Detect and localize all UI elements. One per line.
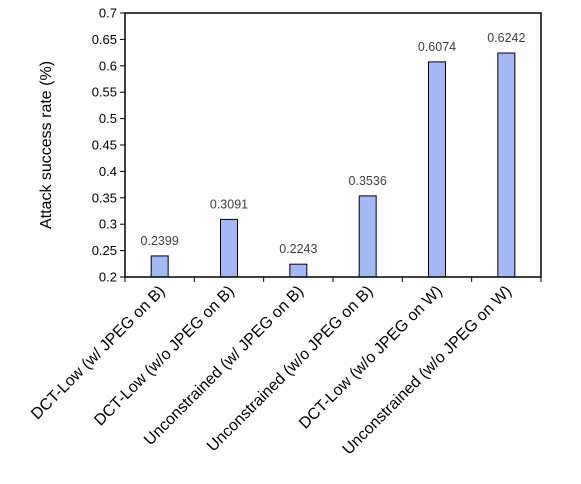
y-tick-label: 0.3: [99, 217, 117, 232]
data-label: 0.3091: [210, 197, 248, 211]
category-label: DCT-Low (w/o JPEG on W): [296, 283, 446, 433]
plot-area: 0.2 0.25 0.3 0.35 0.4 0.45 0.5 0.55 0.6 0.65 0.7 0.…: [28, 6, 542, 458]
data-label: 0.2399: [141, 234, 179, 248]
bar: [289, 263, 308, 278]
y-tick-label: 0.25: [92, 243, 117, 258]
plot-frame: [124, 12, 542, 278]
y-tick-label: 0.65: [92, 32, 117, 47]
data-label: 0.6242: [487, 31, 525, 45]
y-tick-label: 0.45: [92, 138, 117, 153]
bar: [497, 52, 516, 278]
y-tick-label: 0.2: [99, 270, 117, 285]
data-label: 0.2243: [279, 242, 317, 256]
y-tick-label: 0.7: [99, 6, 117, 21]
y-axis-title: Attack success rate (%): [38, 61, 55, 229]
y-tick-label: 0.6: [99, 58, 117, 73]
category-label: DCT-Low (w/o JPEG on B): [91, 283, 238, 430]
bar: [358, 195, 377, 278]
data-label: 0.3536: [349, 174, 387, 188]
y-tick-label: 0.55: [92, 85, 117, 100]
bar: [150, 255, 169, 278]
y-tick-label: 0.4: [99, 164, 117, 179]
bar: [428, 61, 446, 278]
bar: [220, 218, 238, 278]
category-label: DCT-Low (w/ JPEG on B): [28, 283, 168, 423]
y-tick-label: 0.5: [99, 111, 117, 126]
y-tick-label: 0.35: [92, 190, 117, 205]
data-label: 0.6074: [418, 40, 456, 54]
